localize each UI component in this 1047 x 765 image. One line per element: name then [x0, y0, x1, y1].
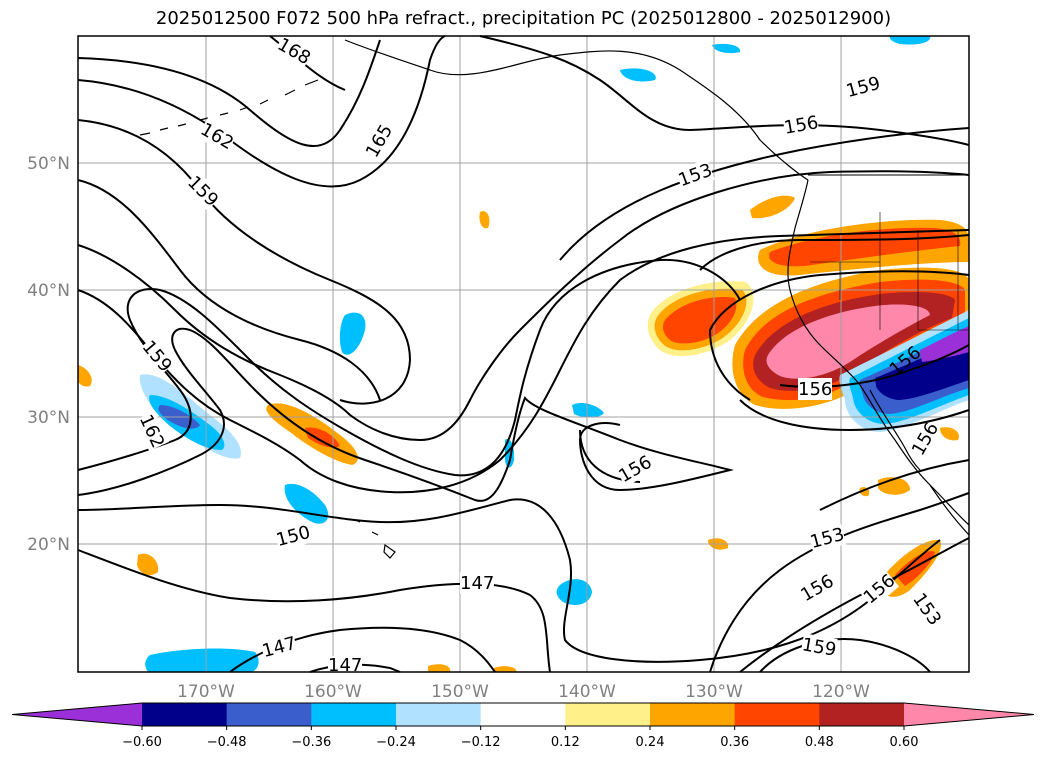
precip-negative-region [145, 648, 259, 672]
precip-negative-region [572, 402, 604, 418]
lat-tick-label: 50°N [27, 154, 70, 174]
colorbar-tick-label: 0.24 [636, 735, 665, 750]
contour-line [819, 459, 970, 511]
precip-negative-region [889, 36, 931, 45]
colorbar-tick-label: −0.12 [461, 735, 501, 750]
baja-california [869, 389, 921, 471]
colorbar-tick-label: 0.60 [890, 735, 919, 750]
contour-line [77, 258, 741, 477]
latitude-tick-labels: 50°N 40°N 30°N 20°N [27, 154, 70, 555]
precip-positive-region [895, 551, 935, 586]
refractivity-contours [77, 35, 970, 673]
contour-line [77, 35, 446, 188]
precip-positive-region [662, 296, 737, 344]
lat-tick-label: 20°N [27, 535, 70, 555]
contour-line [77, 39, 381, 147]
colorbar-tick-label: 0.36 [720, 735, 749, 750]
alaska-coastline [344, 39, 809, 181]
colorbar-extend-high [904, 703, 1034, 726]
precip-positive-region [750, 195, 795, 219]
colorbar-swatch [734, 703, 820, 726]
colorbar-swatch [650, 703, 736, 726]
contour-label: 147 [460, 573, 494, 594]
contour-line [269, 35, 346, 91]
lon-tick-label: 150°W [431, 682, 489, 702]
colorbar-tick-label: 0.12 [551, 735, 580, 750]
precip-negative-region [620, 68, 656, 82]
map-frame [77, 35, 970, 673]
contour-label: 147 [328, 655, 362, 676]
colorbar-swatch [226, 703, 312, 726]
precip-negative-region [920, 326, 969, 362]
precip-negative-region [712, 43, 741, 54]
lon-tick-label: 140°W [558, 682, 616, 702]
colorbar-swatch [311, 703, 397, 726]
contour-line [77, 170, 970, 442]
aleutian-islands [139, 79, 319, 136]
lon-tick-label: 130°W [685, 682, 743, 702]
colorbar-tick-label: 0.48 [805, 735, 834, 750]
mexico-coast [929, 484, 970, 536]
colorbar-swatch [142, 703, 228, 726]
colorbar-tick-label: −0.48 [207, 735, 247, 750]
contour-line [77, 327, 734, 502]
precip-positive-region [137, 553, 159, 576]
precip-positive-region [78, 365, 92, 387]
colorbar-swatch [396, 703, 482, 726]
contour-label: 156 [798, 379, 832, 400]
colorbar-swatch [819, 703, 905, 726]
precip-positive-region [769, 227, 961, 267]
colorbar-tick-label: −0.60 [122, 735, 162, 750]
contour-line [709, 329, 751, 401]
colorbar-extend-low [12, 703, 142, 726]
contour-line [77, 229, 970, 494]
contour-line [479, 35, 970, 146]
precip-positive-region [494, 666, 517, 672]
contour-line [699, 234, 970, 432]
colorbar-tick-label: −0.36 [291, 735, 331, 750]
map-panel: 168 165 162 159 159 162 159 156 153 156 … [77, 32, 970, 676]
precip-positive-region [479, 211, 490, 229]
colorbar: −0.60 −0.48 −0.36 −0.24 −0.12 0.12 0.24 0.36 0.4… [11, 702, 1035, 750]
contour-line [759, 638, 931, 673]
precip-positive-region [940, 427, 959, 441]
lon-tick-label: 160°W [304, 682, 362, 702]
colorbar-tick-label: −0.24 [376, 735, 416, 750]
precip-positive-region [766, 304, 930, 379]
colorbar-swatch [480, 703, 566, 726]
state-borders [810, 212, 969, 331]
lon-tick-label: 120°W [812, 682, 870, 702]
longitude-tick-labels: 170°W 160°W 150°W 140°W 130°W 120°W [177, 682, 870, 702]
colorbar-swatch [565, 703, 651, 726]
lat-tick-label: 30°N [27, 408, 70, 428]
precip-negative-region [339, 312, 366, 355]
contour-line [77, 127, 970, 401]
lat-tick-label: 40°N [27, 281, 70, 301]
precip-positive-region [305, 427, 340, 448]
precip-positive-region [428, 664, 451, 672]
lon-tick-label: 170°W [177, 682, 235, 702]
precip-shading [78, 36, 969, 672]
contour-line [77, 549, 551, 673]
coastlines [139, 39, 970, 559]
contour-line [77, 119, 412, 405]
precip-negative-region [284, 483, 329, 524]
map-title: 2025012500 F072 500 hPa refract., precip… [155, 8, 892, 29]
precip-negative-region [556, 579, 592, 605]
